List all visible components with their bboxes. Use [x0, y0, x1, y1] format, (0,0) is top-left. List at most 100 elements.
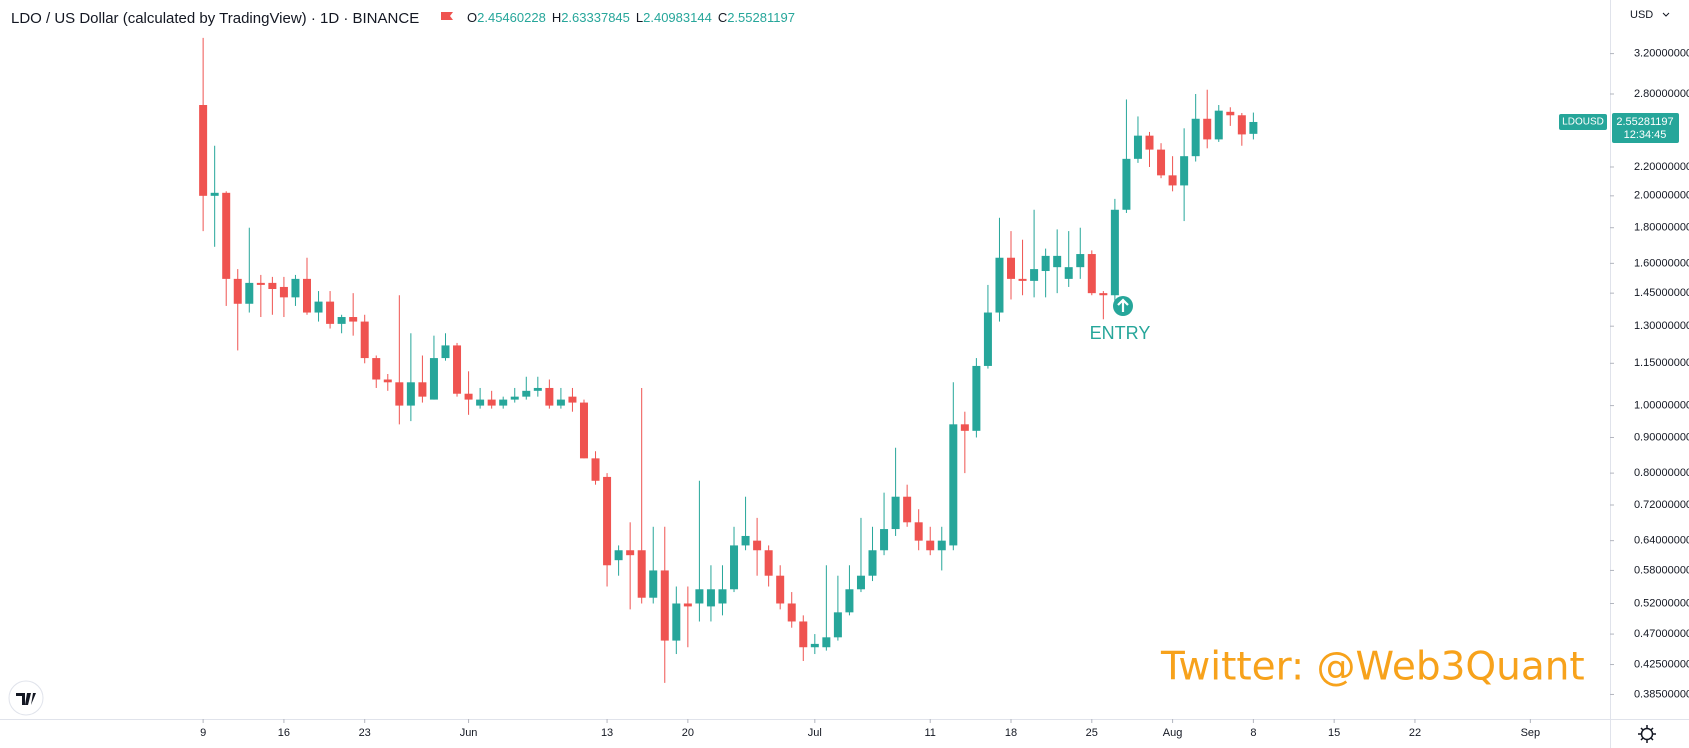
candle-body	[441, 345, 450, 359]
candle-body	[1145, 135, 1154, 150]
candle-body	[1191, 118, 1200, 157]
y-tick-label: 0.58000000	[1634, 564, 1689, 576]
x-tick-label: Jun	[460, 727, 478, 739]
candle-body	[649, 570, 658, 598]
candle-body	[730, 545, 739, 590]
candle-body	[799, 621, 808, 648]
x-tick-label: 22	[1409, 727, 1421, 739]
candle-body	[1122, 158, 1131, 210]
y-tick-label: 1.30000000	[1634, 320, 1689, 332]
y-tick-label: 1.60000000	[1634, 257, 1689, 269]
currency-caret	[1662, 12, 1670, 17]
candle-body	[1030, 269, 1039, 281]
candle-body	[983, 312, 992, 366]
candle-body	[222, 192, 231, 279]
candle-body	[868, 550, 877, 576]
candle-body	[487, 399, 496, 406]
candle-body	[880, 529, 889, 551]
ohlc-letter: L	[636, 10, 643, 25]
candle-body	[718, 589, 727, 604]
candle-body	[1076, 254, 1085, 268]
candle-body	[302, 278, 311, 313]
y-tick-label: 1.45000000	[1634, 287, 1689, 299]
x-tick-label: 20	[682, 727, 694, 739]
candle-body	[395, 382, 404, 406]
candle-body	[233, 278, 242, 304]
candle-body	[603, 476, 612, 566]
symbol-label: LDOUSD	[1562, 117, 1604, 128]
y-tick-label: 3.20000000	[1634, 48, 1689, 60]
watermark: Twitter: @Web3Quant	[1160, 645, 1585, 690]
candle-body	[418, 382, 427, 397]
candle-body	[453, 345, 462, 394]
y-tick-label: 2.00000000	[1634, 190, 1689, 202]
candle-body	[1157, 149, 1166, 176]
x-tick-label: 25	[1086, 727, 1098, 739]
candle-body	[476, 399, 485, 406]
candle-body	[245, 282, 254, 304]
candle-body	[256, 282, 265, 285]
price-label: 2.55281197	[1616, 116, 1673, 128]
y-tick-label: 1.80000000	[1634, 222, 1689, 234]
candle-body	[949, 424, 958, 546]
ohlc-letter: O	[467, 10, 477, 25]
candle-body	[833, 612, 842, 638]
candle-body	[845, 589, 854, 613]
candle-body	[995, 257, 1004, 313]
candle-body	[1237, 115, 1246, 135]
y-tick-label: 1.00000000	[1634, 399, 1689, 411]
ohlc-value: 2.55281197	[727, 10, 795, 25]
y-tick-label: 2.80000000	[1634, 88, 1689, 100]
candle-body	[1007, 257, 1016, 279]
candle-body	[903, 496, 912, 523]
candle-body	[591, 458, 600, 481]
candle-body	[695, 589, 704, 604]
candle-body	[1099, 293, 1108, 296]
ohlc-value: 2.40983144	[643, 10, 712, 25]
settings-icon[interactable]	[1638, 725, 1656, 743]
candle-body	[660, 570, 669, 641]
y-tick-label: 0.47000000	[1634, 628, 1689, 640]
y-tick-label: 0.52000000	[1634, 597, 1689, 609]
candle-body	[822, 637, 831, 648]
candle-body	[891, 496, 900, 530]
candle-body	[464, 393, 473, 400]
candle-body	[510, 396, 519, 400]
x-tick-label: 11	[925, 727, 936, 739]
chart-title: LDO / US Dollar (calculated by TradingVi…	[11, 10, 419, 27]
ohlc-letter: H	[552, 10, 561, 25]
candle-body	[614, 550, 623, 561]
candle-body	[753, 540, 762, 551]
flag-icon[interactable]	[441, 12, 453, 20]
settings-gear	[1640, 727, 1654, 741]
currency-label[interactable]: USD	[1630, 9, 1653, 21]
candle-body	[683, 603, 692, 607]
candle-body	[556, 399, 565, 406]
candle-body	[776, 575, 785, 604]
candle-body	[1203, 118, 1212, 140]
settings-teeth	[1638, 725, 1656, 743]
candle-body	[406, 382, 415, 406]
candle-body	[533, 387, 542, 391]
candle-body	[972, 365, 981, 431]
y-tick-label: 0.72000000	[1634, 499, 1689, 511]
countdown-label: 12:34:45	[1624, 129, 1667, 141]
x-tick-label: 16	[278, 727, 290, 739]
tv-logo[interactable]	[8, 680, 44, 716]
candle-body	[499, 399, 508, 406]
candle-body	[1064, 267, 1073, 279]
candle-body	[360, 321, 369, 359]
candle-body	[810, 643, 819, 648]
candle-body	[291, 278, 300, 298]
y-tick-label: 0.64000000	[1634, 535, 1689, 547]
candle-body	[545, 387, 554, 406]
candle-body	[1214, 110, 1223, 140]
candle-body	[787, 603, 796, 622]
y-tick-label: 1.15000000	[1634, 357, 1689, 369]
y-tick-label: 0.90000000	[1634, 431, 1689, 443]
candle-body	[856, 575, 865, 590]
candle-body	[568, 396, 577, 403]
candle-body	[349, 317, 358, 322]
